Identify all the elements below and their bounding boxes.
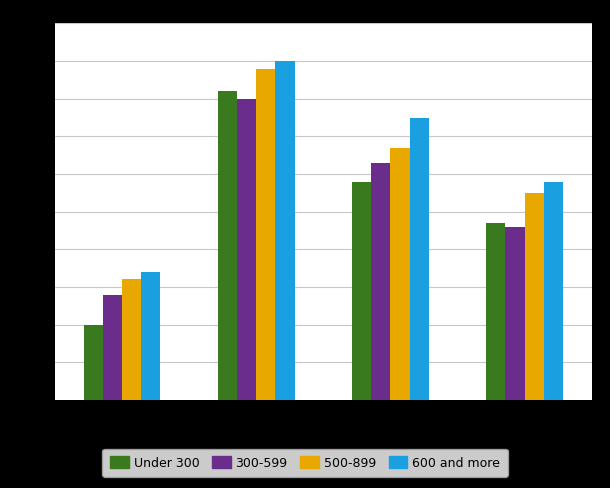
Bar [218, 92, 237, 400]
Bar [371, 163, 390, 400]
Bar [84, 325, 103, 400]
Bar [275, 62, 295, 400]
Bar [103, 295, 122, 400]
Bar [544, 182, 563, 400]
Bar [237, 100, 256, 400]
Bar [390, 148, 409, 400]
Bar [256, 69, 275, 400]
Bar [506, 227, 525, 400]
Bar [486, 224, 506, 400]
Bar [525, 193, 544, 400]
Bar [352, 182, 371, 400]
Bar [141, 272, 160, 400]
Bar [122, 280, 141, 400]
Bar [409, 119, 429, 400]
Legend: Under 300, 300-599, 500-899, 600 and more: Under 300, 300-599, 500-899, 600 and mor… [102, 449, 508, 477]
